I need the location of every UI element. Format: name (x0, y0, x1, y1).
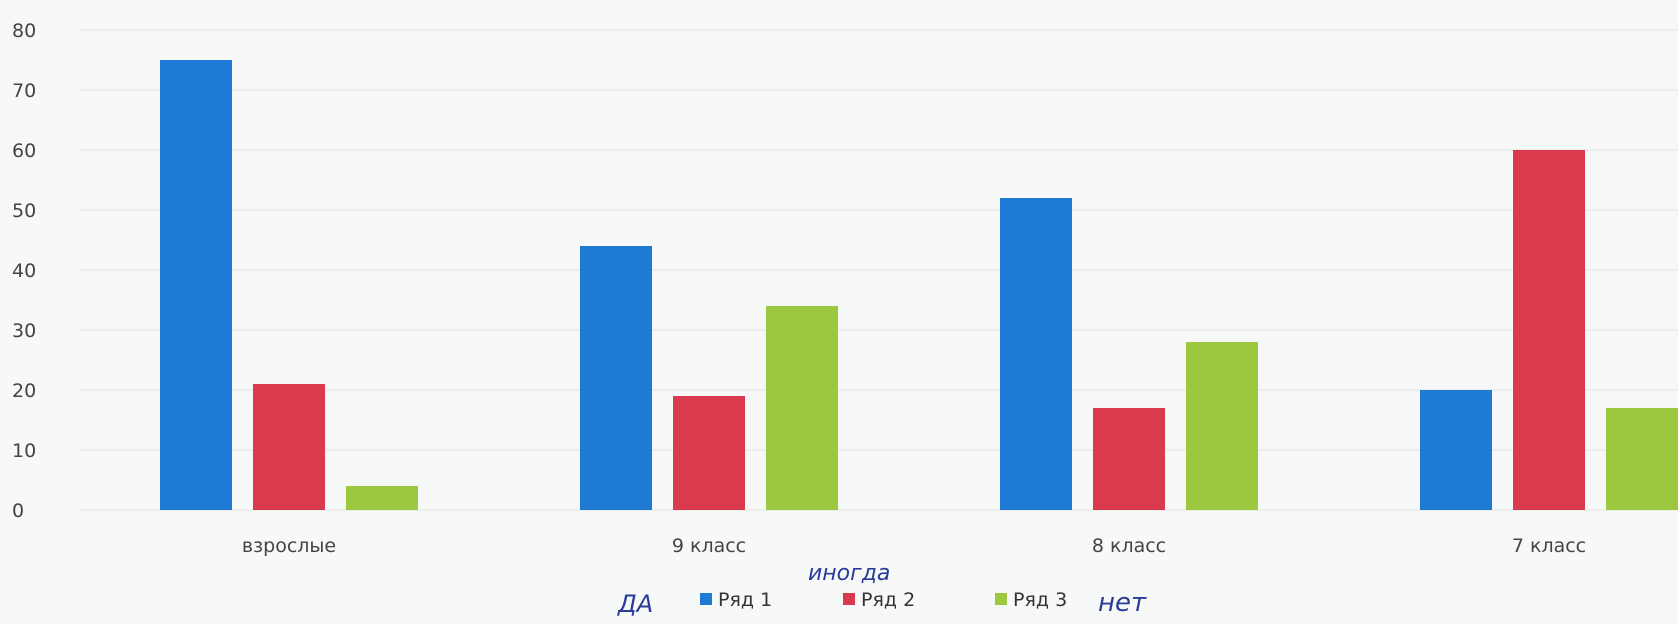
bar-series2-2 (1093, 408, 1165, 510)
legend-swatch (700, 593, 712, 605)
bar-series1-3 (1420, 390, 1492, 510)
y-tick-label: 80 (12, 20, 36, 42)
legend-label: Ряд 2 (861, 589, 915, 611)
legend-label: Ряд 1 (718, 589, 772, 611)
legend: ДА иногда Ряд 1 Ряд 2 Ряд 3 нет (617, 561, 1147, 618)
x-category-label: взрослые (242, 535, 336, 557)
annotation-sometimes: иногда (808, 561, 890, 586)
x-category-label: 7 класс (1512, 535, 1586, 557)
bar-series3-0 (346, 486, 418, 510)
y-tick-label: 50 (12, 200, 36, 222)
legend-label: Ряд 3 (1013, 589, 1067, 611)
bar-series2-1 (673, 396, 745, 510)
annotation-yes: ДА (617, 590, 653, 618)
bar-series3-1 (766, 306, 838, 510)
bar-series1-2 (1000, 198, 1072, 510)
gridlines (80, 29, 1678, 511)
y-axis-ticks: 0 10 20 30 40 50 60 70 80 (12, 20, 36, 522)
y-tick-label: 70 (12, 80, 36, 102)
x-category-label: 8 класс (1092, 535, 1166, 557)
legend-swatch (995, 593, 1007, 605)
y-tick-label: 20 (12, 380, 36, 402)
annotation-no: нет (1098, 588, 1147, 618)
bar-series1-1 (580, 246, 652, 510)
bar-series3-3 (1606, 408, 1678, 510)
y-tick-label: 60 (12, 140, 36, 162)
y-tick-label: 30 (12, 320, 36, 342)
bar-series2-0 (253, 384, 325, 510)
x-axis-categories: взрослые 9 класс 8 класс 7 класс (242, 535, 1586, 557)
bars (160, 60, 1678, 510)
bar-series1-0 (160, 60, 232, 510)
y-tick-label: 10 (12, 440, 36, 462)
y-tick-label: 40 (12, 260, 36, 282)
bar-series2-3 (1513, 150, 1585, 510)
legend-swatch (843, 593, 855, 605)
y-tick-label: 0 (12, 500, 24, 522)
legend-items: Ряд 1 Ряд 2 Ряд 3 (700, 589, 1067, 611)
x-category-label: 9 класс (672, 535, 746, 557)
bar-series3-2 (1186, 342, 1258, 510)
